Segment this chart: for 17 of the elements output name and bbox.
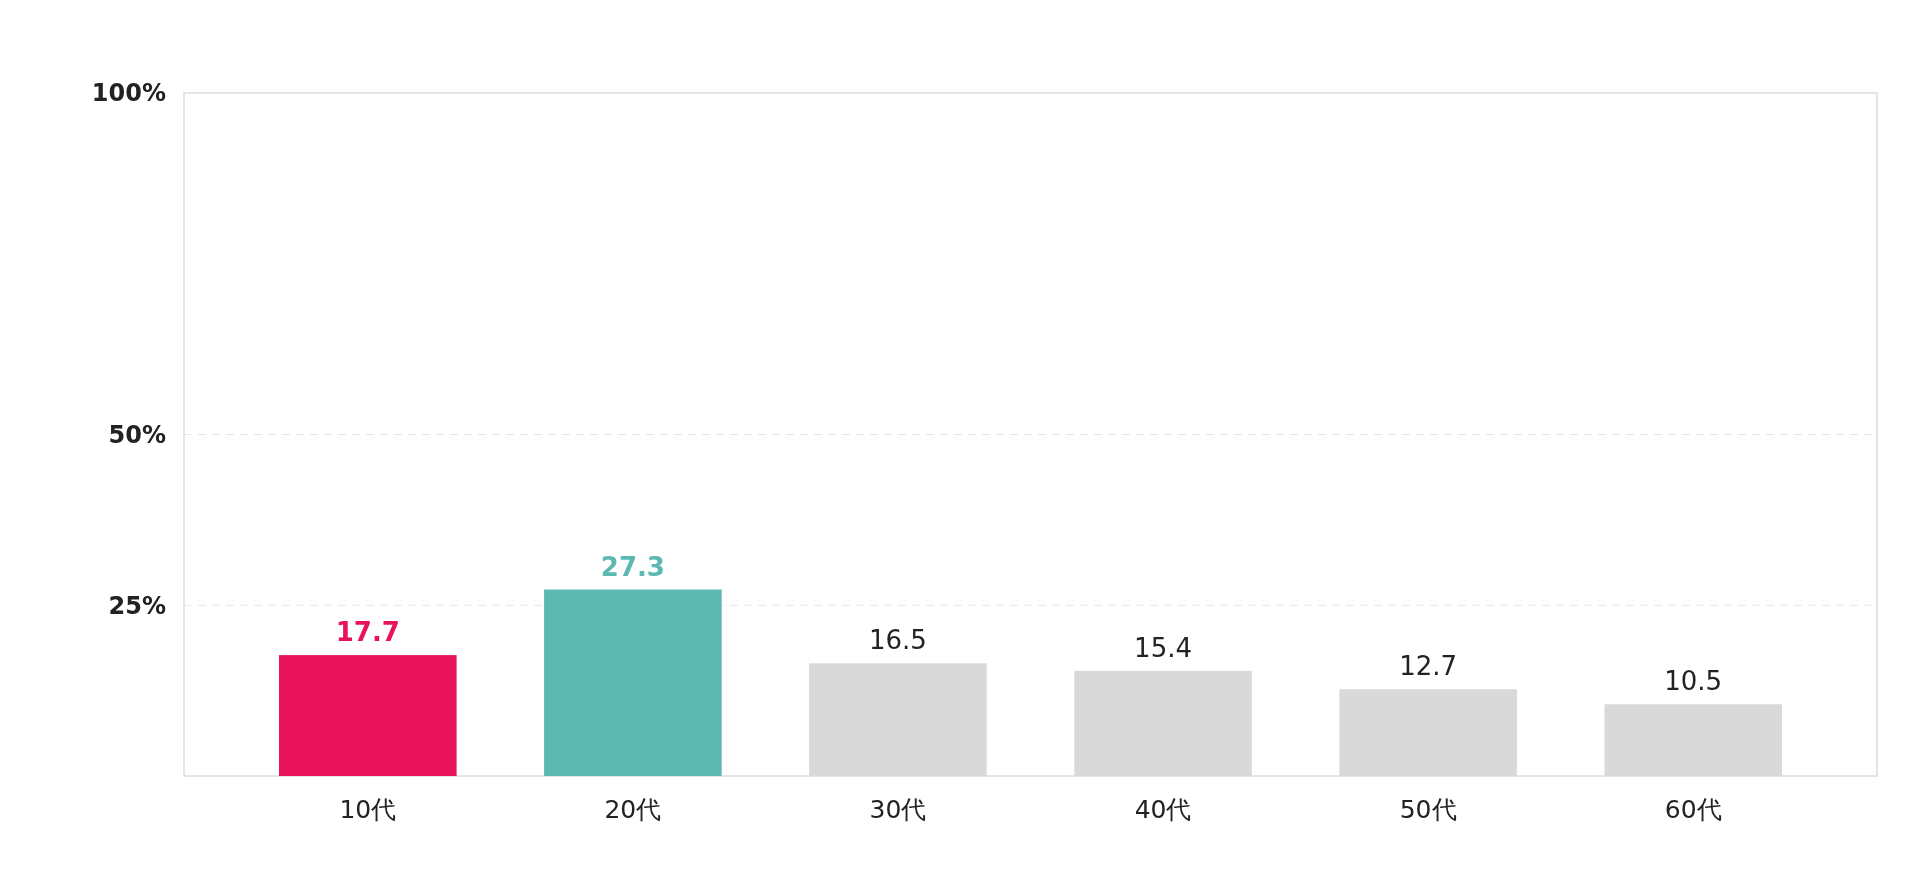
data-label: 15.4 — [1134, 632, 1192, 663]
data-label: 27.3 — [600, 551, 665, 582]
x-tick-label: 30代 — [869, 795, 927, 824]
y-tick-label: 100% — [91, 79, 166, 108]
x-tick-label: 20代 — [604, 795, 662, 824]
x-tick-label: 50代 — [1399, 795, 1457, 824]
data-label: 17.7 — [335, 617, 400, 648]
x-tick-label: 60代 — [1664, 795, 1722, 824]
x-tick-label: 40代 — [1134, 795, 1192, 824]
y-tick-label: 25% — [108, 591, 166, 620]
data-label: 10.5 — [1664, 666, 1723, 697]
x-tick-label: 10代 — [339, 795, 397, 824]
data-label: 12.7 — [1399, 651, 1458, 682]
y-tick-label: 50% — [108, 420, 166, 449]
data-label: 16.5 — [869, 625, 927, 656]
bar — [544, 589, 722, 776]
bar — [279, 655, 457, 776]
